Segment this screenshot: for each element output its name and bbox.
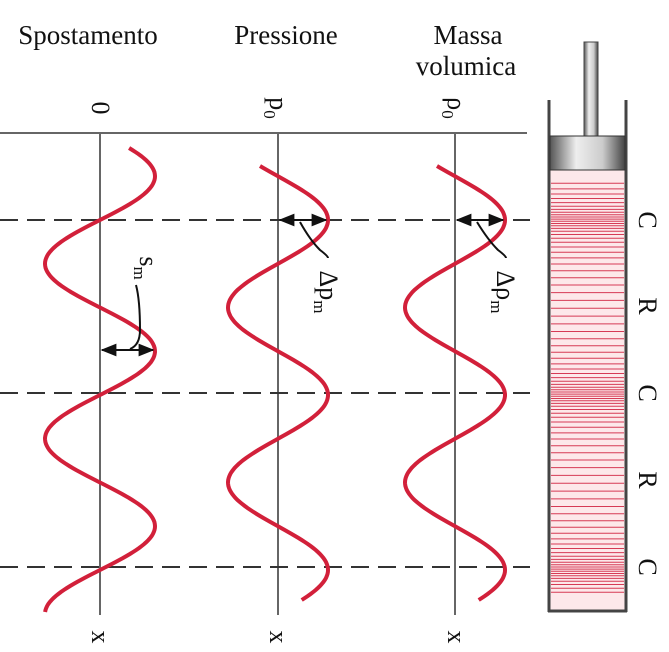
tube-label: R — [633, 471, 662, 489]
wave — [402, 164, 508, 602]
amplitude-label: Δρm — [487, 271, 520, 314]
amplitude-label: sm — [130, 256, 163, 279]
axis-label: x — [442, 631, 471, 644]
dashed-lines — [0, 219, 530, 568]
tube-label: C — [633, 211, 662, 228]
tube-label: C — [633, 558, 662, 575]
amplitude-label: Δpm — [310, 271, 343, 314]
origin-label: p0 — [260, 97, 293, 119]
layout — [0, 41, 628, 615]
tube-label: C — [633, 384, 662, 401]
wave — [42, 146, 158, 613]
column-title: Pressione — [234, 20, 338, 50]
column-title: Massa volumica — [416, 20, 516, 81]
axis-label: x — [86, 631, 115, 644]
axis-label: x — [264, 631, 293, 644]
column-title: Spostamento — [18, 20, 158, 50]
wave — [225, 164, 331, 602]
origin-label: ρ0 — [438, 97, 471, 118]
waves — [42, 146, 508, 613]
tube-label: R — [633, 297, 662, 315]
tube — [547, 41, 628, 613]
origin-label: 0 — [86, 102, 115, 115]
